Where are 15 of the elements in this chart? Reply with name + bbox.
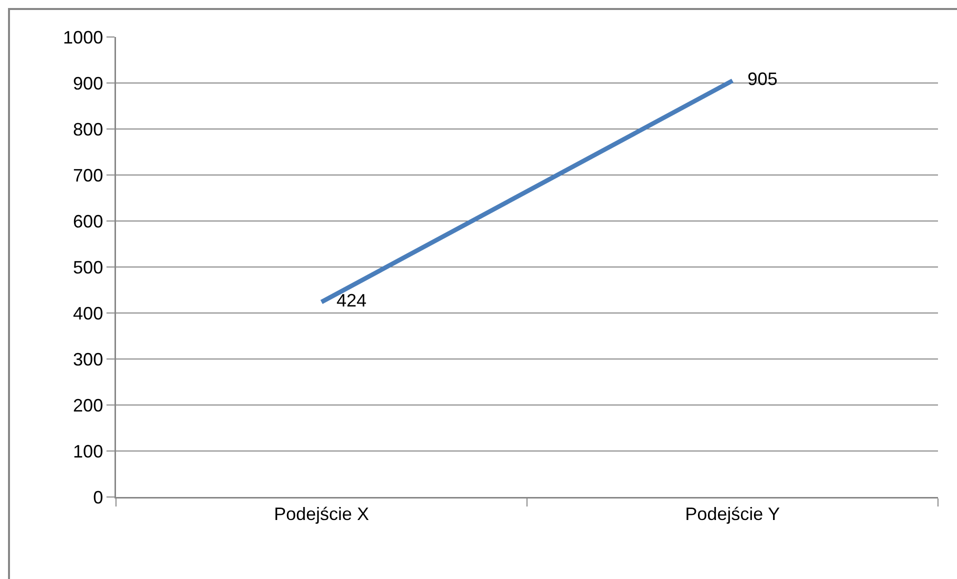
x-tick-label: Podejście X — [274, 504, 370, 524]
data-label: 424 — [322, 290, 367, 310]
y-tick-label: 700 — [73, 165, 104, 186]
y-tick-label: 200 — [73, 395, 104, 416]
y-tick-label: 900 — [73, 73, 104, 94]
data-label: 905 — [732, 69, 778, 90]
y-tick-label: 100 — [73, 441, 104, 462]
y-tick-label: 1000 — [63, 27, 104, 48]
y-tick-label: 300 — [73, 349, 104, 370]
y-tick-label: 600 — [73, 211, 104, 232]
y-tick-label: 800 — [73, 119, 104, 140]
y-tick-label: 500 — [73, 257, 104, 278]
x-tick-label: Podejście Y — [685, 504, 780, 524]
y-tick-label: 400 — [73, 303, 104, 324]
y-tick-label: 0 — [93, 487, 104, 508]
